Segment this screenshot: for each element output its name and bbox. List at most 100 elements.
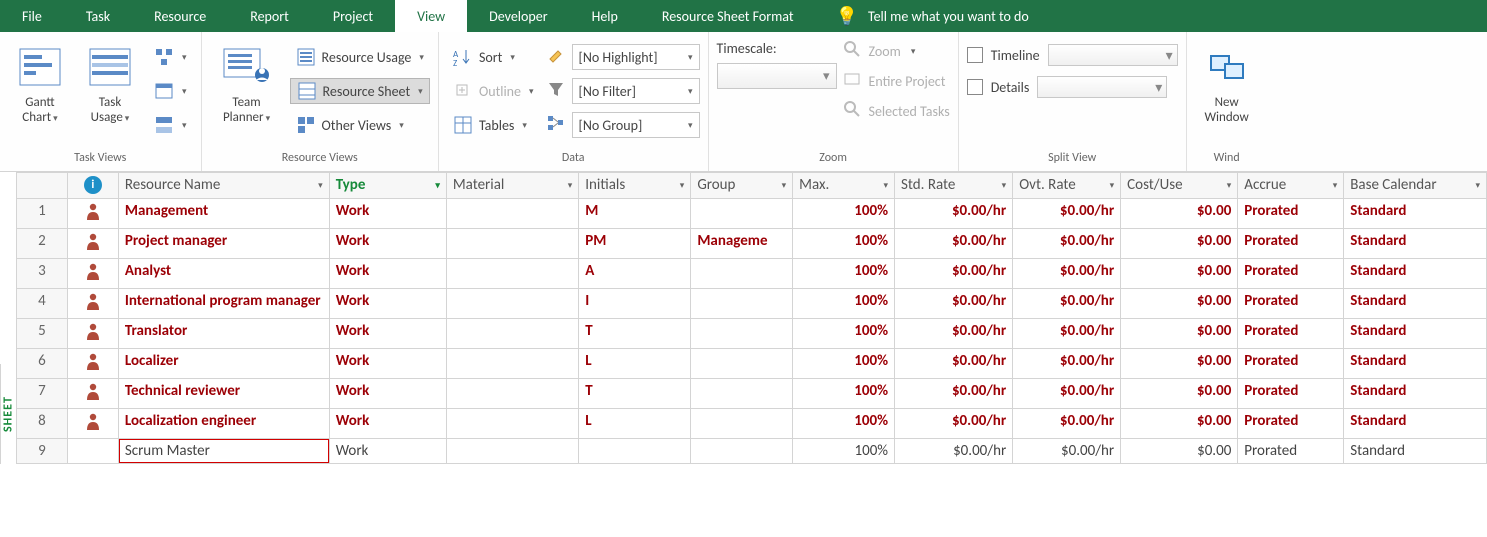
row-number[interactable]: 4 [17,289,68,319]
group-combo[interactable]: [No Group]▾ [572,112,700,138]
indicator-cell[interactable] [67,439,118,464]
sort-icon[interactable]: ▾ [1002,180,1007,191]
col-info[interactable]: i [67,173,118,199]
mini-button-2[interactable]: ▾ [148,78,193,104]
table-row[interactable]: 4 International program managerWork I 100%$… [17,289,1487,319]
base-cal-cell[interactable]: Standard [1344,409,1487,439]
base-cal-cell[interactable]: Standard [1344,379,1487,409]
initials-cell[interactable]: A [579,259,691,289]
accrue-cell[interactable]: Prorated [1238,379,1344,409]
accrue-cell[interactable]: Prorated [1238,199,1344,229]
max-cell[interactable]: 100% [793,319,895,349]
base-cal-cell[interactable]: Standard [1344,439,1487,464]
max-cell[interactable]: 100% [793,379,895,409]
table-row[interactable]: 8Localization engineerWorkL100%$0.00/hr$… [17,409,1487,439]
col-type[interactable]: Type▾ [329,173,446,199]
cost-use-cell[interactable]: $0.00 [1121,439,1238,464]
row-number[interactable]: 6 [17,349,68,379]
row-number[interactable]: 8 [17,409,68,439]
type-cell[interactable]: Work [329,349,446,379]
cost-use-cell[interactable]: $0.00 [1121,379,1238,409]
col-max[interactable]: Max.▾ [793,173,895,199]
initials-cell[interactable]: T [579,379,691,409]
table-row[interactable]: 9Scrum MasterWork100%$0.00/hr$0.00/hr$0.… [17,439,1487,464]
base-cal-cell[interactable]: Standard [1344,349,1487,379]
group-cell[interactable] [691,349,793,379]
timescale-dropdown[interactable]: ▾ [717,63,837,89]
std-rate-cell[interactable]: $0.00/hr [895,289,1013,319]
initials-cell[interactable]: I [579,289,691,319]
max-cell[interactable]: 100% [793,259,895,289]
material-cell[interactable] [446,229,578,259]
group-cell[interactable] [691,289,793,319]
ovt-rate-cell[interactable]: $0.00/hr [1013,349,1121,379]
task-usage-button[interactable]: Task Usage▾ [78,38,142,126]
material-cell[interactable] [446,439,578,464]
group-cell[interactable] [691,379,793,409]
new-window-button[interactable]: New Window [1195,38,1259,126]
timeline-dropdown[interactable]: ▾ [1048,44,1178,66]
initials-cell[interactable]: PM [579,229,691,259]
resource-table[interactable]: i Resource Name▾ Type▾ Material▾ Initial… [16,172,1487,464]
cost-use-cell[interactable]: $0.00 [1121,199,1238,229]
std-rate-cell[interactable]: $0.00/hr [895,319,1013,349]
team-planner-button[interactable]: Team Planner▾ [210,38,284,126]
details-checkbox[interactable] [967,79,983,95]
max-cell[interactable]: 100% [793,289,895,319]
sort-icon[interactable]: ▾ [1475,180,1480,191]
type-cell[interactable]: Work [329,259,446,289]
resource-name-cell[interactable]: Localization engineer [118,409,329,439]
initials-cell[interactable]: L [579,409,691,439]
sort-icon[interactable]: ▾ [1333,180,1338,191]
group-cell[interactable] [691,259,793,289]
ovt-rate-cell[interactable]: $0.00/hr [1013,379,1121,409]
ovt-rate-cell[interactable]: $0.00/hr [1013,439,1121,464]
type-cell[interactable]: Work [329,409,446,439]
table-row[interactable]: 1ManagementWorkM100%$0.00/hr$0.00/hr$0.0… [17,199,1487,229]
menu-tab-help[interactable]: Help [570,0,640,32]
cost-use-cell[interactable]: $0.00 [1121,349,1238,379]
details-dropdown[interactable]: ▾ [1037,76,1167,98]
resource-name-cell[interactable]: Management [118,199,329,229]
group-cell[interactable] [691,199,793,229]
menu-tab-project[interactable]: Project [311,0,395,32]
group-cell[interactable]: Manageme [691,229,793,259]
indicator-cell[interactable] [67,379,118,409]
material-cell[interactable] [446,349,578,379]
col-resource-name[interactable]: Resource Name▾ [118,173,329,199]
row-number[interactable]: 7 [17,379,68,409]
sort-icon[interactable]: ▾ [782,180,787,191]
cost-use-cell[interactable]: $0.00 [1121,319,1238,349]
tell-me-search[interactable]: 💡Tell me what you want to do [816,0,1049,32]
resource-name-cell[interactable]: Analyst [118,259,329,289]
ovt-rate-cell[interactable]: $0.00/hr [1013,319,1121,349]
type-cell[interactable]: Work [329,439,446,464]
mini-button-1[interactable]: ▾ [148,44,193,70]
indicator-cell[interactable] [67,349,118,379]
type-cell[interactable]: Work [329,289,446,319]
resource-name-cell[interactable]: Localizer [118,349,329,379]
indicator-cell[interactable] [67,259,118,289]
indicator-cell[interactable] [67,319,118,349]
group-cell[interactable] [691,439,793,464]
std-rate-cell[interactable]: $0.00/hr [895,229,1013,259]
row-number[interactable]: 9 [17,439,68,464]
filter-combo[interactable]: [No Filter]▾ [572,78,700,104]
accrue-cell[interactable]: Prorated [1238,229,1344,259]
initials-cell[interactable]: M [579,199,691,229]
table-row[interactable]: 3AnalystWorkA100%$0.00/hr$0.00/hr$0.00Pr… [17,259,1487,289]
ovt-rate-cell[interactable]: $0.00/hr [1013,199,1121,229]
menu-tab-view[interactable]: View [395,0,467,32]
col-group[interactable]: Group▾ [691,173,793,199]
col-ovt-rate[interactable]: Ovt. Rate▾ [1013,173,1121,199]
col-cost-use[interactable]: Cost/Use▾ [1121,173,1238,199]
col-std-rate[interactable]: Std. Rate▾ [895,173,1013,199]
menu-tab-resource-sheet-format[interactable]: Resource Sheet Format [640,0,816,32]
gantt-chart-button[interactable]: Gantt Chart▾ [8,38,72,126]
sort-icon[interactable]: ▾ [1110,180,1115,191]
cost-use-cell[interactable]: $0.00 [1121,409,1238,439]
material-cell[interactable] [446,259,578,289]
mini-button-3[interactable]: ▾ [148,112,193,138]
resource-name-cell[interactable]: International program manager [118,289,329,319]
resource-sheet-button[interactable]: Resource Sheet ▾ [290,78,430,104]
